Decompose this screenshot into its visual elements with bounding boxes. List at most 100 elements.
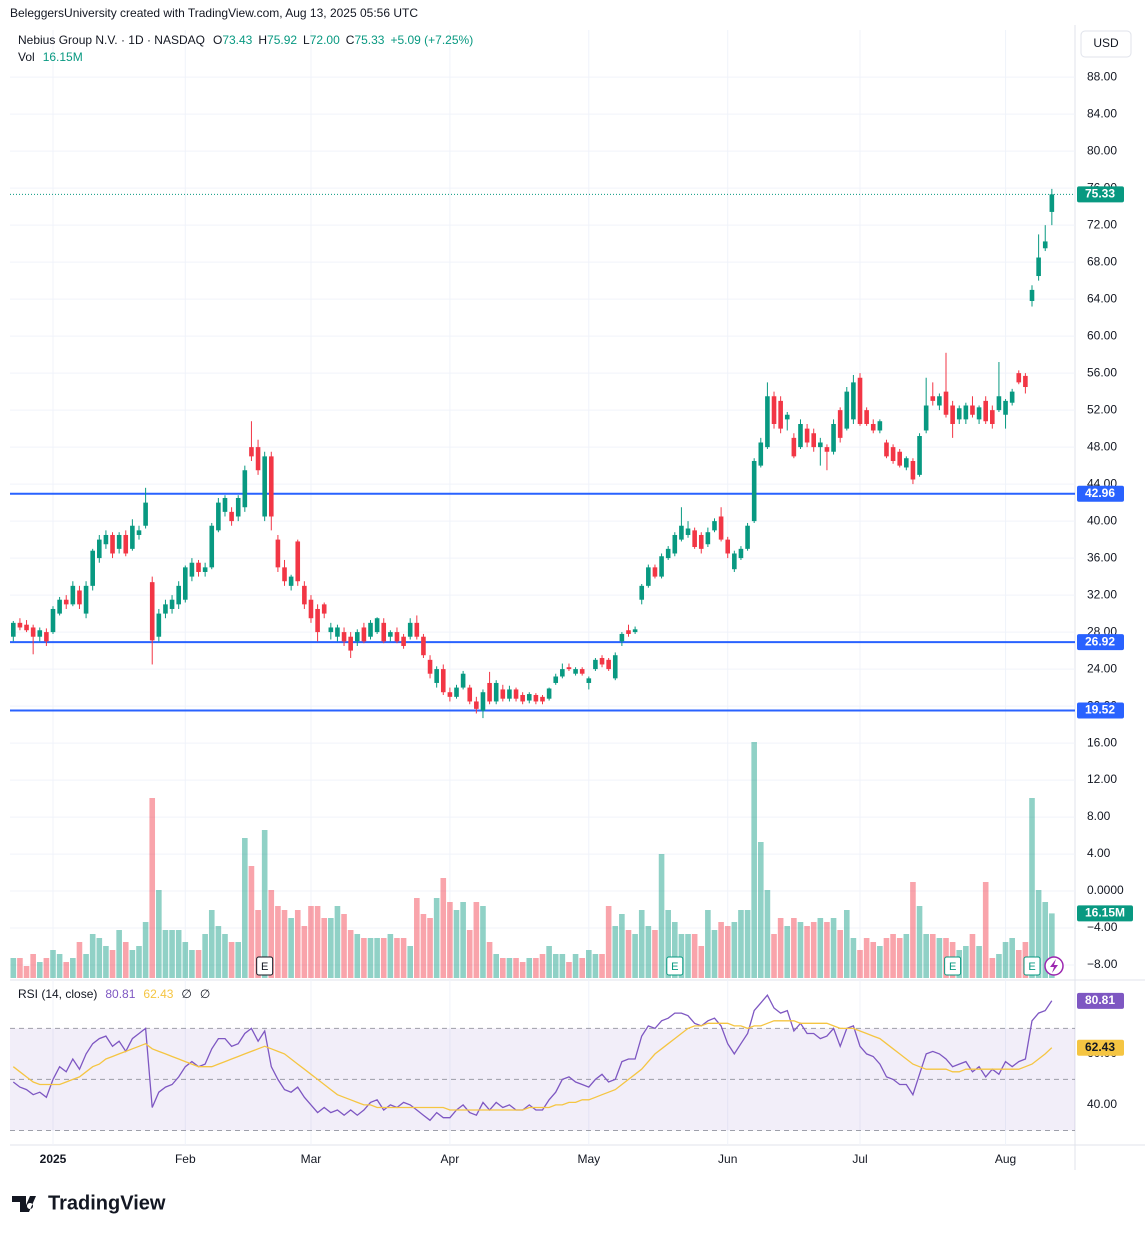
volume-bar xyxy=(539,954,546,978)
candle-body xyxy=(771,396,777,424)
volume-bar xyxy=(76,942,83,978)
volume-bar xyxy=(294,910,301,978)
candle-body xyxy=(890,447,896,461)
candle-body xyxy=(169,599,175,609)
volume-bar xyxy=(314,906,321,978)
candle-body xyxy=(950,405,955,424)
event-label: E xyxy=(1028,961,1035,973)
volume-bar xyxy=(638,910,645,978)
volume-bar xyxy=(1002,942,1009,978)
candle-body xyxy=(1042,241,1048,249)
logo-icon xyxy=(12,1196,36,1212)
event-label: E xyxy=(261,961,268,973)
volume-bar xyxy=(162,930,169,978)
volume-bar xyxy=(513,958,519,978)
candle-body xyxy=(963,405,969,420)
candle-body xyxy=(758,442,764,466)
volume-bar xyxy=(691,934,698,978)
candle-body xyxy=(37,630,43,637)
volume-bar xyxy=(208,910,215,978)
volume-bar xyxy=(870,942,877,978)
volume-bar xyxy=(493,954,499,978)
volume-bar xyxy=(883,938,890,978)
candle-body xyxy=(374,618,380,633)
volume-bar xyxy=(321,918,328,978)
candle-body xyxy=(593,659,598,670)
candle-body xyxy=(679,525,684,540)
volume-bar xyxy=(56,954,63,978)
volume-bar xyxy=(122,942,129,978)
volume-bar xyxy=(929,934,936,978)
volume-bar xyxy=(43,958,50,978)
volume-bar xyxy=(718,922,724,978)
volume-bar xyxy=(817,918,824,978)
candle-body xyxy=(163,604,168,614)
candle-body xyxy=(341,632,347,642)
event-marker xyxy=(666,956,684,976)
candle-body xyxy=(130,525,135,549)
event-marker xyxy=(256,956,274,976)
chart-layers: 88.0084.0080.0076.0072.0068.0064.0060.00… xyxy=(10,30,1133,1166)
volume-bar xyxy=(605,906,612,978)
candle-body xyxy=(77,590,82,605)
candle-body xyxy=(1049,194,1055,212)
candle-body xyxy=(884,442,889,457)
candle-body xyxy=(784,414,790,420)
legend-value: 72.00 xyxy=(310,33,340,47)
candle-body xyxy=(57,599,62,614)
candle-body xyxy=(229,511,234,522)
volume-bar xyxy=(387,934,394,978)
volume-bar xyxy=(685,934,691,978)
candle-body xyxy=(70,585,76,605)
x-tick-label: Feb xyxy=(175,1152,196,1166)
y-tick-label: 80.00 xyxy=(1087,143,1117,157)
volume-bar xyxy=(414,898,420,978)
candle-body xyxy=(103,534,109,545)
candle-body xyxy=(778,400,783,429)
volume-bar xyxy=(797,922,804,978)
currency-button[interactable] xyxy=(1080,30,1132,58)
volume-bar xyxy=(777,918,784,978)
volume-bar xyxy=(255,910,261,978)
candle-body xyxy=(216,502,221,531)
volume-bar xyxy=(552,954,559,978)
candle-body xyxy=(626,630,631,634)
volume-bar xyxy=(619,914,625,978)
candle-body xyxy=(599,657,605,665)
candle-body xyxy=(560,669,565,677)
candle-body xyxy=(348,636,353,651)
y-tick-label: 68.00 xyxy=(1087,254,1117,268)
candle-body xyxy=(275,539,281,568)
volume-bar xyxy=(235,942,242,978)
volume-bar xyxy=(175,930,182,978)
candle-body xyxy=(97,539,102,559)
level-badge: 42.96 xyxy=(1085,486,1115,500)
volume-bar xyxy=(202,934,208,978)
volume-bar xyxy=(328,918,334,978)
volume-bar xyxy=(506,958,513,978)
volume-bar xyxy=(658,854,665,978)
volume-bar xyxy=(394,938,400,978)
volume-bar xyxy=(308,906,314,978)
y-tick-label: 72.00 xyxy=(1087,217,1117,231)
x-tick-label: 2025 xyxy=(40,1152,67,1166)
x-tick-label: Jul xyxy=(852,1152,867,1166)
volume-bar xyxy=(169,930,175,978)
logo: TradingView xyxy=(12,1192,166,1214)
y-tick-label: 64.00 xyxy=(1087,291,1117,305)
candle-body xyxy=(811,433,817,448)
rsi-empty: ∅ xyxy=(181,987,191,1001)
volume-bar xyxy=(129,950,136,978)
volume-bar xyxy=(1049,913,1055,978)
y-tick-label: 48.00 xyxy=(1087,439,1117,453)
candle-body xyxy=(1003,400,1008,415)
event-label: E xyxy=(671,961,678,973)
candle-body xyxy=(487,682,492,702)
volume-bar xyxy=(70,958,76,978)
volume-bar xyxy=(890,934,896,978)
candle-body xyxy=(540,696,545,702)
volume-bar xyxy=(301,926,308,978)
candle-body xyxy=(24,624,29,631)
volume-bar xyxy=(599,954,605,978)
